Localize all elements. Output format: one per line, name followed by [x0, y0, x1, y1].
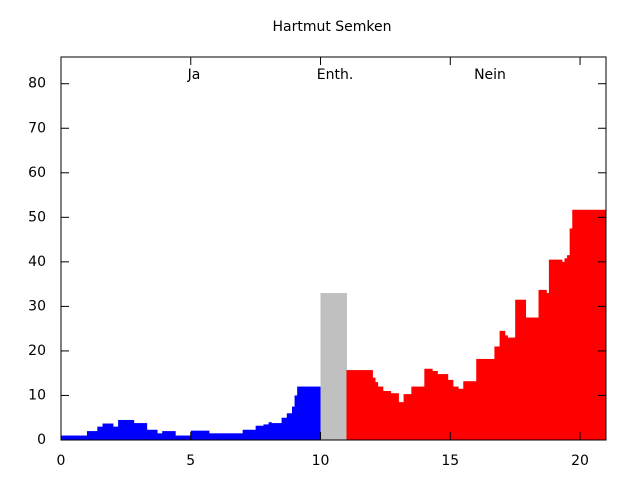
y-tick-label: 10 — [28, 387, 46, 403]
bar — [390, 393, 399, 440]
y-tick-label: 70 — [28, 120, 46, 136]
bar — [375, 382, 379, 440]
bar — [561, 261, 565, 440]
plot-frame — [60, 56, 607, 441]
bar — [494, 346, 501, 440]
bar — [297, 386, 322, 440]
series-label: Nein — [474, 67, 506, 83]
y-tick-label: 30 — [28, 298, 46, 314]
bar — [432, 370, 438, 440]
bar — [372, 377, 376, 440]
bar — [286, 413, 293, 440]
bar — [403, 394, 412, 440]
bar — [242, 429, 257, 440]
bar — [452, 386, 459, 440]
bar — [255, 425, 264, 440]
bar — [437, 374, 449, 440]
x-tick-label: 0 — [57, 453, 66, 469]
series-label: Ja — [187, 67, 201, 83]
bar — [346, 370, 373, 440]
bar — [564, 258, 568, 440]
bar — [377, 386, 384, 440]
bar — [162, 431, 176, 440]
bar — [525, 317, 540, 440]
y-tick-label: 40 — [28, 254, 46, 270]
bar — [118, 419, 135, 440]
bar — [268, 422, 272, 440]
x-tick-label: 5 — [186, 453, 195, 469]
bar — [458, 388, 464, 440]
series-label: Enth. — [317, 67, 354, 83]
y-tick-label: 0 — [37, 432, 46, 448]
bar — [263, 424, 270, 440]
bar — [291, 406, 296, 440]
bar — [567, 255, 571, 440]
bar — [320, 293, 347, 440]
bar — [515, 299, 527, 440]
x-tick-label: 10 — [312, 453, 330, 469]
bar — [507, 337, 516, 440]
bar — [271, 423, 283, 440]
bar — [411, 386, 425, 440]
y-tick-label: 60 — [28, 165, 46, 181]
bar — [146, 429, 158, 440]
bar — [97, 426, 104, 440]
bar — [133, 423, 148, 440]
bar — [175, 435, 192, 440]
bar — [86, 431, 98, 440]
chart-title: Hartmut Semken — [272, 19, 391, 35]
bar — [157, 433, 163, 440]
bar — [281, 417, 288, 440]
y-tick-label: 50 — [28, 209, 46, 225]
bar — [538, 289, 547, 440]
bar — [294, 395, 298, 440]
x-tick-label: 15 — [441, 453, 459, 469]
bar — [572, 209, 607, 440]
bar — [190, 430, 210, 440]
x-tick-label: 20 — [571, 453, 589, 469]
bar — [102, 423, 114, 440]
bar — [447, 379, 454, 440]
bar — [382, 391, 392, 440]
bar — [398, 402, 405, 440]
bar — [61, 435, 88, 440]
bar — [424, 368, 433, 440]
bar — [112, 426, 119, 440]
y-tick-label: 20 — [28, 343, 46, 359]
bar — [463, 381, 477, 440]
bar — [546, 293, 550, 440]
bar — [208, 433, 244, 440]
bar — [499, 330, 506, 440]
bar — [548, 259, 563, 440]
bar — [569, 228, 573, 440]
y-tick-label: 80 — [28, 76, 46, 92]
bar — [504, 335, 508, 440]
bar — [476, 358, 495, 440]
